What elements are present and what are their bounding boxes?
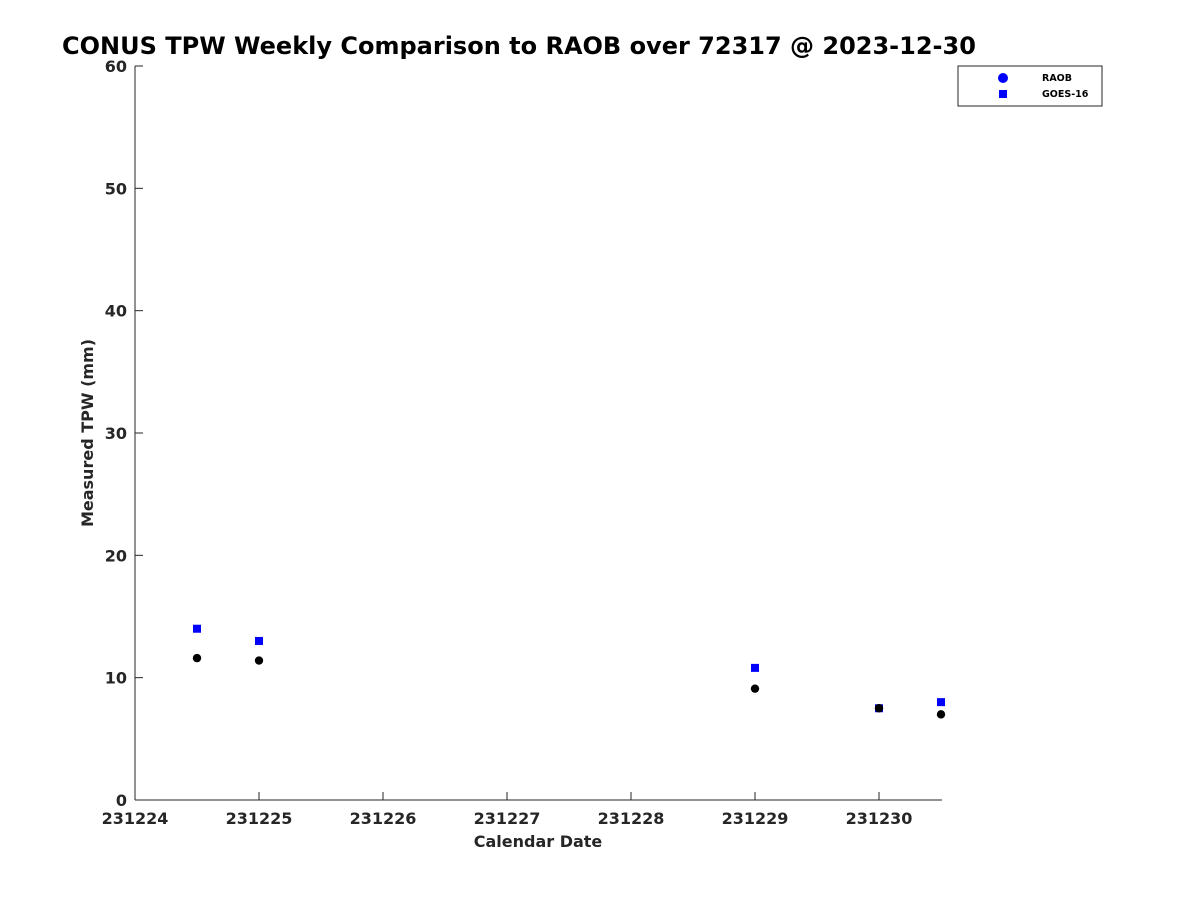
x-tick-label: 231228 [598,809,665,828]
raob-point [936,710,946,719]
legend-box [957,65,1103,107]
y-axis-label: Measured TPW (mm) [78,339,97,527]
raob-point [750,684,760,693]
legend-label-raob: RAOB [1042,73,1072,84]
x-tick-label: 231226 [350,809,417,828]
legend-label-goes16: GOES-16 [1042,89,1089,100]
raob-point [192,653,202,663]
chart-title: CONUS TPW Weekly Comparison to RAOB over… [62,32,976,60]
x-tick-label: 231227 [474,809,541,828]
goes-16-point [193,624,201,633]
legend-raob-marker [998,73,1008,83]
y-ticks: 0 10 20 30 40 50 60 [105,57,143,810]
legend: RAOB GOES-16 [957,65,1103,107]
raob-point [874,704,884,713]
y-tick-label: 10 [105,669,127,688]
x-ticks: 231224 231225 231226 231227 231228 231229 2312… [102,792,913,828]
goes-16-point [255,636,263,645]
y-tick-label: 60 [105,57,127,76]
y-tick-label: 40 [105,302,127,321]
goes-16-point [937,698,945,707]
axes [134,66,942,801]
x-tick-label: 231225 [226,809,293,828]
y-tick-label: 50 [105,179,127,198]
goes-16-point [751,663,759,672]
x-tick-label: 231229 [722,809,789,828]
y-tick-label: 30 [105,424,127,443]
y-tick-label: 20 [105,546,127,565]
y-tick-label: 0 [116,791,127,810]
x-tick-label: 231224 [102,809,169,828]
raob-point [254,656,264,665]
legend-goes16-marker [999,90,1007,98]
data-points [192,624,946,719]
x-tick-label: 231230 [846,809,913,828]
x-axis-label: Calendar Date [474,832,603,851]
